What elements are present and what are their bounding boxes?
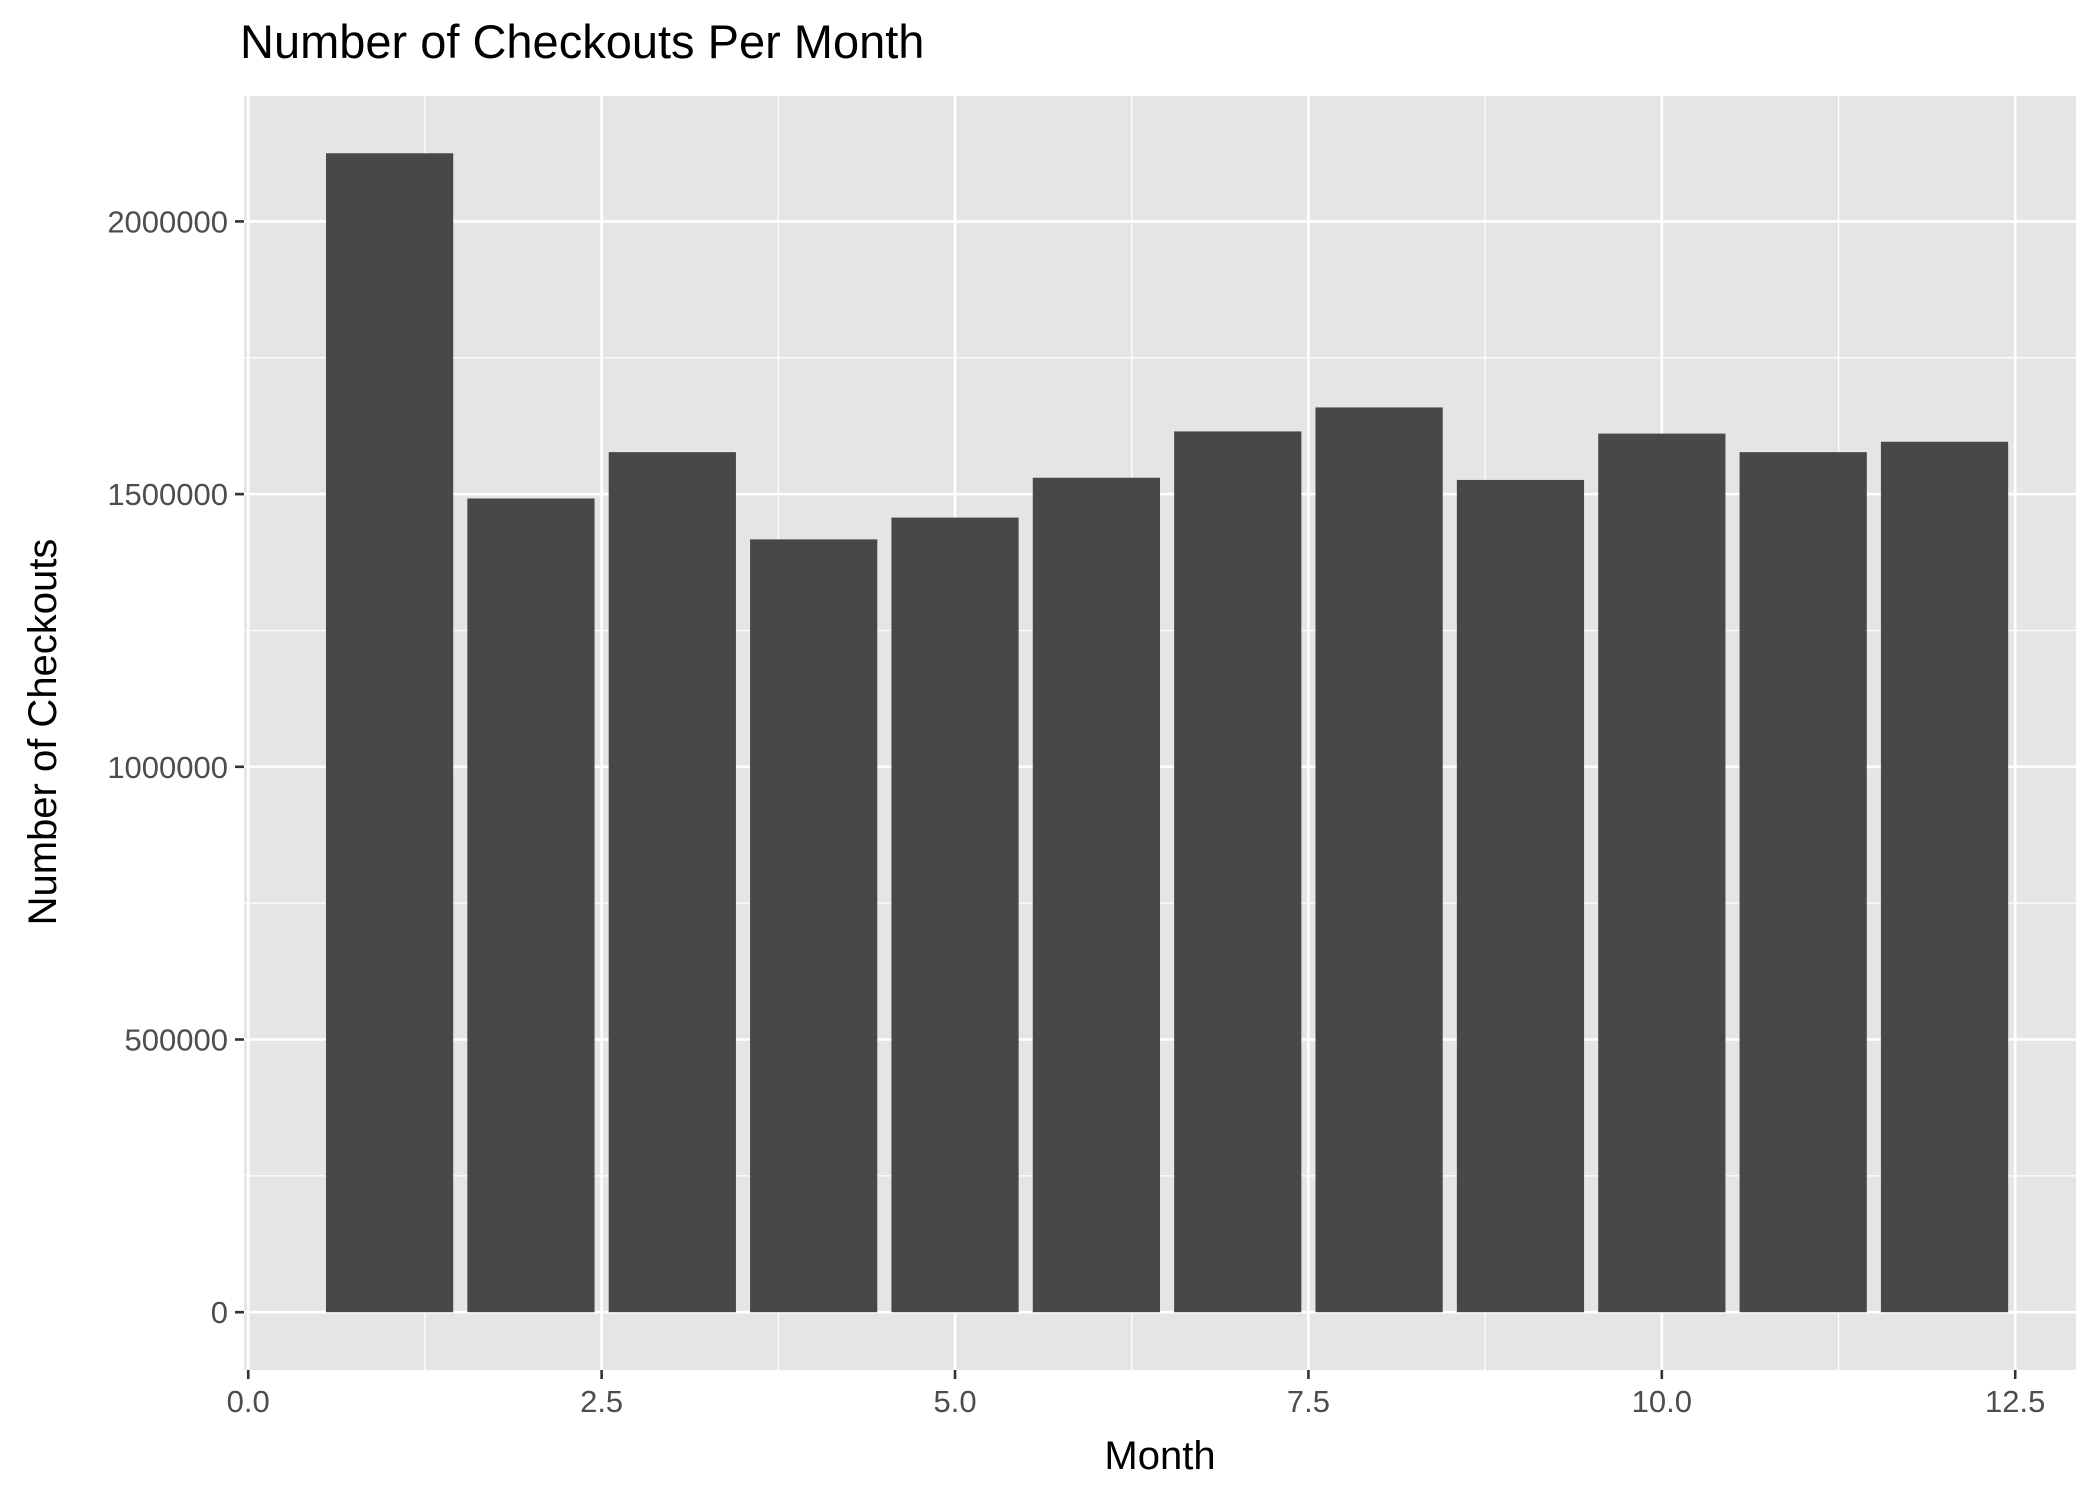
x-axis-ticks: 0.0 2.5 5.0 7.5 10.0 12.5 bbox=[227, 1370, 2045, 1419]
x-tick-label: 12.5 bbox=[1985, 1384, 2045, 1419]
y-axis-ticks: 0 500000 1000000 1500000 2000000 bbox=[107, 204, 244, 1330]
bar-month-3 bbox=[608, 452, 736, 1313]
bar-month-8 bbox=[1315, 407, 1443, 1313]
x-tick-label: 10.0 bbox=[1632, 1384, 1692, 1419]
y-tick-label: 500000 bbox=[125, 1023, 228, 1058]
bar-month-6 bbox=[1032, 477, 1160, 1313]
bar-month-4 bbox=[750, 539, 878, 1313]
y-tick-label: 1500000 bbox=[107, 477, 228, 512]
x-tick-label: 0.0 bbox=[227, 1384, 270, 1419]
y-tick-label: 2000000 bbox=[107, 204, 228, 239]
y-axis-title: Number of Checkouts bbox=[21, 539, 65, 926]
bar-month-2 bbox=[467, 498, 595, 1313]
chart-title: Number of Checkouts Per Month bbox=[240, 15, 924, 68]
x-axis-title: Month bbox=[1104, 1434, 1215, 1478]
bar-month-9 bbox=[1456, 479, 1585, 1313]
x-tick-label: 5.0 bbox=[933, 1384, 976, 1419]
bar-month-10 bbox=[1598, 433, 1726, 1313]
x-tick-label: 7.5 bbox=[1287, 1384, 1330, 1419]
bar-month-11 bbox=[1739, 452, 1867, 1313]
bar-month-5 bbox=[891, 517, 1019, 1313]
x-tick-label: 2.5 bbox=[580, 1384, 623, 1419]
y-tick-label: 0 bbox=[211, 1295, 228, 1330]
bar-month-7 bbox=[1174, 431, 1302, 1313]
y-tick-label: 1000000 bbox=[107, 750, 228, 785]
bar-month-1 bbox=[325, 153, 454, 1313]
bar-month-12 bbox=[1880, 441, 2009, 1313]
bars bbox=[325, 153, 2009, 1313]
